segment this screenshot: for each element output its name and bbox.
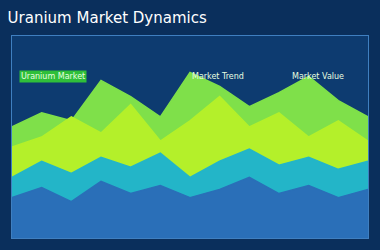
svg-text:Uranium Market: Uranium Market [21,72,85,81]
svg-text:Market Value: Market Value [292,72,344,81]
svg-text:Market Trend: Market Trend [192,72,244,81]
svg-text:Uranium Market Dynamics: Uranium Market Dynamics [8,9,207,27]
